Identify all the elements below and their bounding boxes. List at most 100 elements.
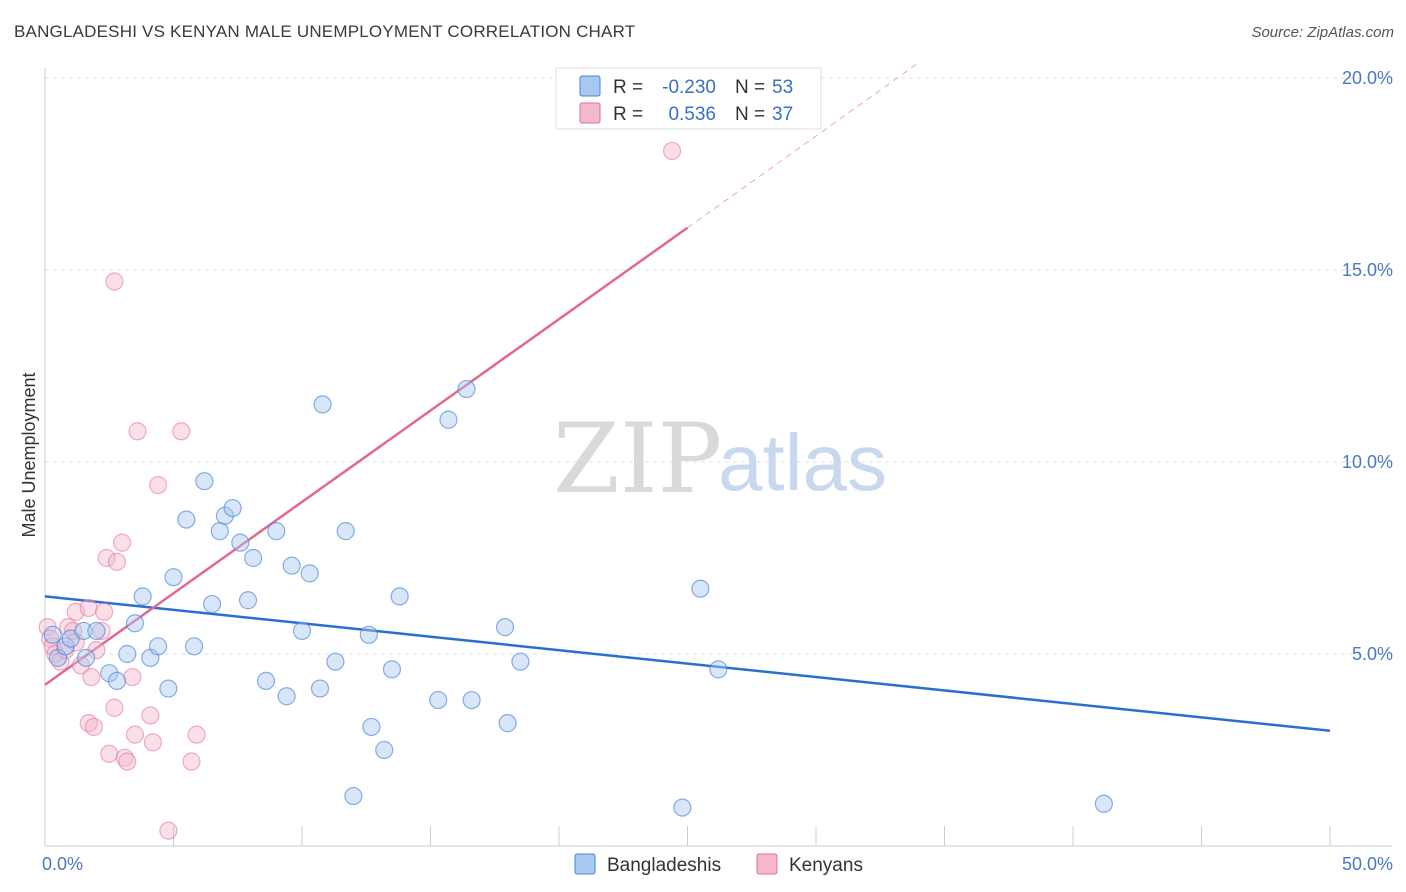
- kenyans-point: [105, 272, 124, 291]
- kenyans-point: [107, 552, 127, 571]
- legend-r-value: -0.230: [662, 77, 716, 98]
- bangladeshis-point: [277, 687, 296, 706]
- legend-n-label: N =: [735, 104, 765, 125]
- bangladeshis-point: [159, 679, 178, 698]
- source-label: Source: ZipAtlas.com: [1251, 24, 1394, 41]
- bangladeshis-point: [125, 614, 145, 633]
- bangladeshis-point: [326, 652, 345, 671]
- bangladeshis-point: [87, 621, 106, 641]
- legend-box: R = -0.230 N = 53 R = 0.536 N = 37: [555, 67, 822, 130]
- kenyans-point: [97, 548, 116, 568]
- legend-swatch-kenyans: [579, 102, 601, 124]
- bangladeshis-point: [1094, 794, 1113, 813]
- watermark: ZIP atlas: [553, 403, 887, 515]
- x-tick-label: 0.0%: [42, 854, 83, 874]
- x-tick-label: 50.0%: [1342, 854, 1393, 874]
- bangladeshis-point: [292, 621, 312, 641]
- kenyans-trend-line: [44, 226, 689, 686]
- bangladeshis-point: [300, 564, 319, 583]
- y-tick-label: 20.0%: [1342, 68, 1393, 88]
- axes: [44, 68, 1392, 847]
- bangladeshis-point: [223, 498, 242, 518]
- y-axis-label: Male Unemployment: [19, 372, 39, 537]
- y-tick-label: 5.0%: [1352, 644, 1393, 664]
- bangladeshis-point: [382, 660, 402, 679]
- bangladeshis-point: [457, 379, 476, 399]
- bangladeshis-point: [375, 740, 394, 760]
- bangladeshis-point: [256, 671, 276, 690]
- kenyans-trend-extension: [687, 62, 920, 229]
- legend-n-label: N =: [735, 77, 765, 98]
- bangladeshis-point: [336, 522, 355, 541]
- kenyans-point: [87, 641, 106, 660]
- kenyans-point: [84, 717, 103, 737]
- chart-title: BANGLADESHI VS KENYAN MALE UNEMPLOYMENT …: [14, 22, 636, 41]
- bangladeshis-trend-line: [44, 595, 1331, 733]
- kenyans-point: [112, 533, 132, 552]
- bangladeshis-point: [462, 690, 481, 710]
- kenyans-point: [187, 725, 206, 744]
- bangladeshis-point: [195, 472, 214, 491]
- watermark-zip: ZIP: [553, 403, 722, 515]
- kenyans-point: [118, 752, 137, 771]
- kenyans-point: [79, 598, 98, 618]
- bottom-legend-label-bangladeshis: Bangladeshis: [607, 855, 721, 876]
- bangladeshis-point: [164, 568, 183, 587]
- kenyans-point: [182, 752, 201, 771]
- bangladeshis-point: [709, 660, 728, 679]
- tick-labels: 5.0% 10.0% 15.0% 20.0% 0.0% 50.0%: [42, 68, 1393, 874]
- bangladeshis-point: [43, 625, 62, 644]
- bottom-legend-swatch-bangladeshis: [574, 853, 596, 875]
- kenyans-point: [82, 667, 101, 687]
- bangladeshis-point: [100, 664, 119, 683]
- bangladeshis-point: [359, 625, 378, 644]
- kenyans-point: [128, 422, 147, 441]
- bangladeshis-point: [74, 621, 93, 641]
- kenyans-point: [95, 602, 114, 621]
- y-tick-label: 10.0%: [1342, 452, 1393, 472]
- kenyans-point: [100, 744, 119, 763]
- kenyans-point: [159, 821, 178, 840]
- bottom-legend-swatch-kenyans: [756, 853, 778, 875]
- bangladeshis-point: [439, 410, 458, 429]
- bangladeshis-point: [282, 556, 301, 575]
- bangladeshis-point: [148, 637, 168, 656]
- bangladeshis-point: [498, 714, 517, 733]
- bottom-legend: Bangladeshis Kenyans: [574, 853, 863, 876]
- bangladeshis-point: [133, 587, 152, 606]
- kenyans-point: [148, 475, 168, 495]
- trend-lines: [44, 62, 1331, 733]
- legend-r-value: 0.536: [668, 104, 716, 125]
- bangladeshis-point: [184, 637, 204, 656]
- watermark-atlas: atlas: [718, 418, 887, 507]
- legend-n-value: 37: [772, 104, 793, 125]
- bangladeshis-point: [177, 510, 196, 529]
- bottom-legend-label-kenyans: Kenyans: [789, 855, 863, 876]
- kenyans-point: [141, 706, 160, 725]
- kenyans-point: [56, 641, 75, 660]
- bangladeshis-point: [673, 798, 692, 817]
- legend-swatch-bangladeshis: [579, 75, 601, 97]
- y-tick-label: 15.0%: [1342, 260, 1393, 280]
- kenyans-point: [172, 422, 191, 441]
- bangladeshis-point: [310, 679, 330, 698]
- kenyans-point: [662, 141, 682, 161]
- kenyans-point: [123, 667, 142, 687]
- bangladeshis-point: [495, 618, 515, 637]
- bangladeshis-point: [202, 594, 222, 614]
- bangladeshis-point: [390, 587, 409, 606]
- grid-lines: [45, 77, 1392, 655]
- kenyans-point: [105, 698, 124, 717]
- bangladeshis-point: [107, 671, 127, 690]
- legend-r-label: R =: [613, 77, 643, 98]
- bangladeshis-point: [77, 648, 96, 667]
- bangladeshis-point: [244, 548, 263, 568]
- kenyans-point: [143, 733, 163, 752]
- bangladeshis-point: [231, 533, 250, 552]
- bangladeshis-point: [238, 591, 258, 610]
- bangladeshis-point: [215, 506, 234, 525]
- data-points: [38, 141, 1113, 840]
- kenyans-point: [92, 621, 111, 641]
- bangladeshis-point: [691, 579, 710, 598]
